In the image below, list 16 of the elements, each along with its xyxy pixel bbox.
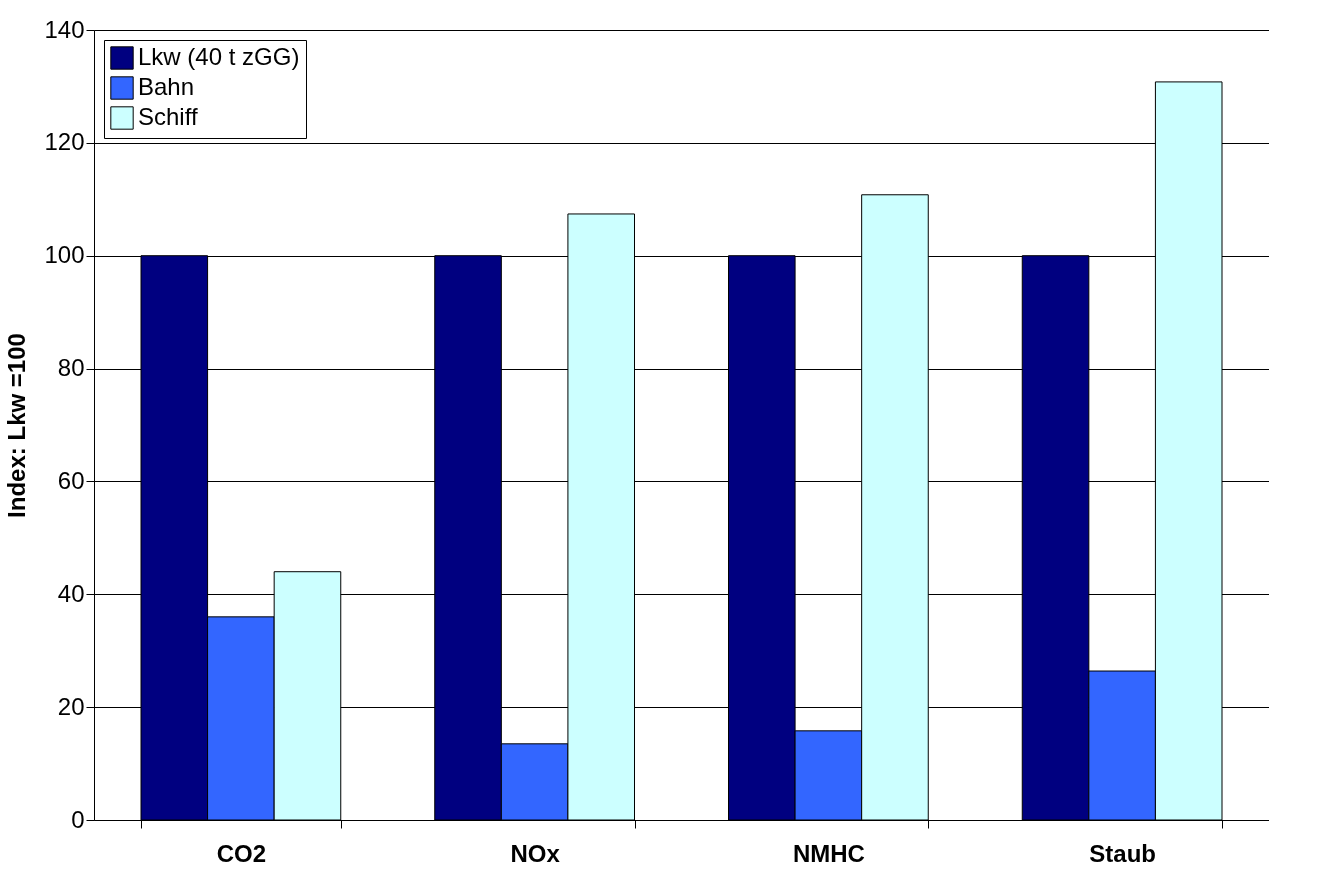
y-tick-label: 120 (44, 128, 85, 156)
y-tick-label: 140 (44, 15, 85, 43)
legend-label: Lkw (40 t zGG) (138, 43, 300, 70)
y-tick-label: 0 (71, 805, 85, 833)
y-tick-label: 20 (57, 692, 85, 720)
y-axis-title: Index: Lkw =100 (3, 333, 31, 518)
y-tick-label: 80 (57, 354, 85, 382)
x-tick-label: Staub (1089, 839, 1156, 867)
y-tick-label: 100 (44, 241, 85, 269)
x-tick-label: NMHC (792, 839, 865, 867)
y-tick-label: 60 (57, 466, 85, 494)
x-tick-label: CO2 (216, 839, 267, 867)
x-tick-label: NOx (510, 839, 561, 867)
legend-label: Bahn (138, 73, 195, 100)
y-tick-label: 40 (57, 579, 85, 607)
legend-label: Schiff (138, 103, 198, 130)
